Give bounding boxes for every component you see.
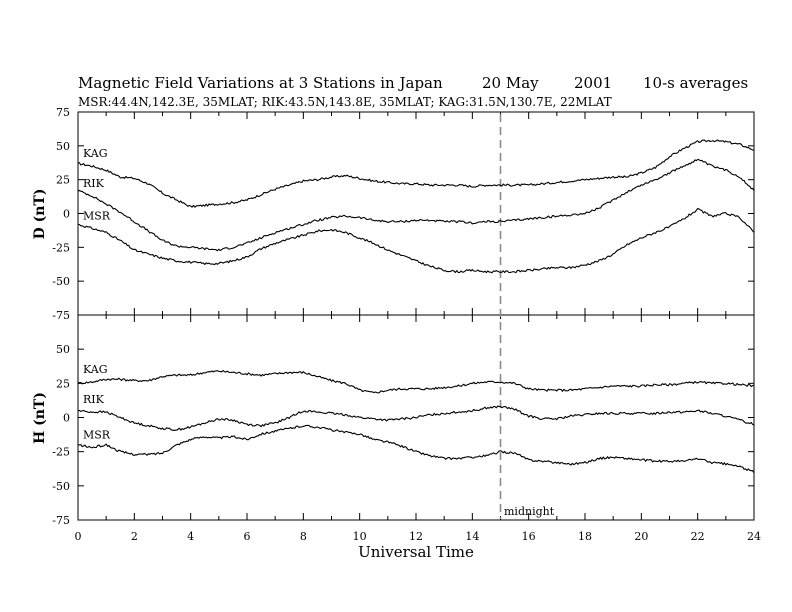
y-tick-label: 75 — [56, 106, 70, 119]
h-axis-label: H (nT) — [32, 392, 48, 444]
trace-d-rik — [77, 158, 755, 252]
x-axis-label: Universal Time — [358, 543, 474, 561]
station-label-msr: MSR — [83, 429, 111, 442]
y-tick-label: -75 — [52, 309, 70, 322]
midnight-label: midnight — [504, 505, 555, 518]
y-tick-label: -25 — [52, 241, 70, 254]
station-label-msr: MSR — [83, 209, 111, 222]
h-axis-ticks: 50 25 0 -25 -50 -75 — [52, 315, 754, 527]
y-tick-label: -50 — [52, 480, 70, 493]
d-axis-ticks: 75 50 25 0 -25 -50 -75 — [52, 106, 754, 322]
x-tick-label: 24 — [747, 530, 761, 543]
h-component-traces: KAG RIK MSR — [77, 363, 755, 474]
y-tick-label: 50 — [56, 343, 70, 356]
station-label-kag: KAG — [83, 363, 108, 376]
trace-h-rik — [77, 405, 755, 431]
station-label-kag: KAG — [83, 147, 108, 160]
panel-d-frame — [77, 111, 755, 316]
x-tick-label: 22 — [691, 530, 705, 543]
station-label-rik: RIK — [83, 393, 105, 406]
title-averages: 10-s averages — [643, 74, 748, 92]
x-tick-label: 16 — [522, 530, 536, 543]
y-tick-label: -50 — [52, 275, 70, 288]
trace-d-msr — [77, 207, 755, 274]
x-tick-label: 14 — [465, 530, 479, 543]
x-tick-label: 20 — [634, 530, 648, 543]
y-tick-label: -75 — [52, 514, 70, 527]
d-component-traces: KAG RIK MSR — [77, 139, 755, 274]
y-tick-label: 50 — [56, 140, 70, 153]
station-coordinates: MSR:44.4N,142.3E, 35MLAT; RIK:43.5N,143.… — [78, 95, 612, 109]
d-axis-label: D (nT) — [32, 189, 48, 240]
title-year: 2001 — [574, 74, 612, 92]
y-tick-label: -25 — [52, 446, 70, 459]
time-axis-ticks: 0 2 4 6 8 10 12 14 16 18 20 22 24 — [75, 530, 762, 543]
y-tick-label: 0 — [63, 208, 70, 221]
y-tick-label: 0 — [63, 412, 70, 425]
station-label-rik: RIK — [83, 177, 105, 190]
title-main: Magnetic Field Variations at 3 Stations … — [78, 74, 443, 92]
x-tick-label: 10 — [353, 530, 367, 543]
x-tick-label: 6 — [244, 530, 251, 543]
x-tick-label: 12 — [409, 530, 423, 543]
x-tick-label: 18 — [578, 530, 592, 543]
title-date: 20 May — [482, 74, 539, 92]
x-tick-label: 2 — [131, 530, 138, 543]
trace-h-msr — [77, 424, 755, 474]
x-tick-label: 0 — [75, 530, 82, 543]
y-tick-label: 25 — [56, 377, 70, 390]
x-tick-label: 8 — [300, 530, 307, 543]
x-tick-label: 4 — [187, 530, 194, 543]
y-tick-label: 25 — [56, 174, 70, 187]
trace-d-kag — [77, 139, 755, 208]
trace-h-kag — [77, 369, 755, 394]
